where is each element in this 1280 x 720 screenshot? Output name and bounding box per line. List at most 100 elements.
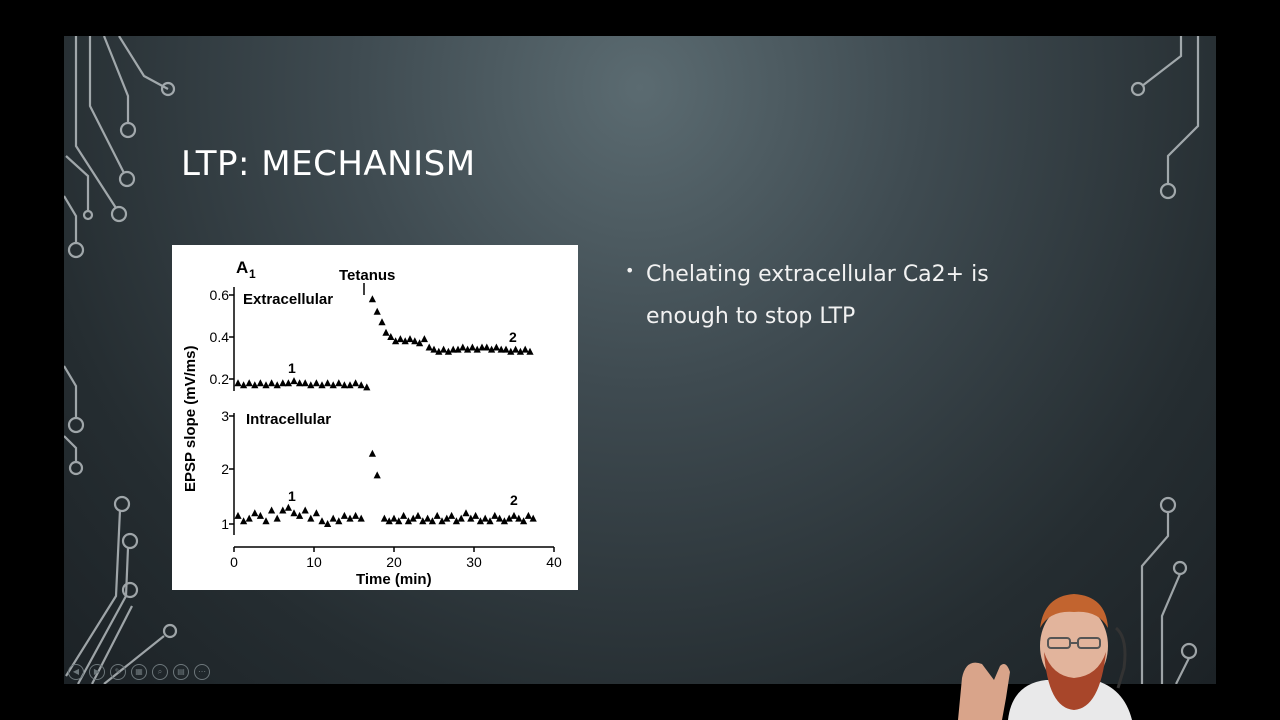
bottom-ytick: 1 bbox=[221, 516, 229, 532]
extracellular-point bbox=[234, 379, 242, 387]
marker-1-extracellular: 1 bbox=[288, 360, 296, 376]
intracellular-point bbox=[438, 517, 446, 525]
pen-icon[interactable]: ✎ bbox=[110, 664, 126, 680]
intracellular-point bbox=[296, 511, 304, 519]
extracellular-point bbox=[378, 318, 386, 326]
slide-title: LTP: MECHANISM bbox=[181, 144, 476, 184]
extracellular-point bbox=[483, 343, 491, 351]
extracellular-point bbox=[430, 345, 438, 353]
top-ytick: 0.6 bbox=[210, 287, 230, 303]
extracellular-point bbox=[290, 377, 298, 385]
extracellular-point bbox=[256, 379, 264, 387]
intracellular-point bbox=[312, 509, 320, 517]
intracellular-point bbox=[467, 514, 475, 522]
extracellular-point bbox=[318, 381, 326, 389]
extracellular-point bbox=[454, 345, 462, 353]
extracellular-point bbox=[262, 381, 270, 389]
intracellular-point bbox=[307, 514, 315, 522]
extracellular-point bbox=[245, 379, 253, 387]
intracellular-point bbox=[419, 517, 427, 525]
bullet-item: • Chelating extracellular Ca2+ is enough… bbox=[622, 254, 1042, 338]
more-options-icon[interactable]: ⋯ bbox=[194, 664, 210, 680]
intracellular-point bbox=[273, 514, 281, 522]
previous-slide-icon[interactable]: ◀ bbox=[68, 664, 84, 680]
marker-2-extracellular: 2 bbox=[509, 329, 517, 345]
intracellular-point bbox=[510, 511, 518, 519]
extracellular-point bbox=[268, 379, 276, 387]
intracellular-point bbox=[404, 517, 412, 525]
circuit-decoration-left bbox=[64, 36, 178, 684]
bullet-text: Chelating extracellular Ca2+ is enough t… bbox=[646, 262, 989, 329]
intracellular-point bbox=[380, 514, 388, 522]
panel-subscript: 1 bbox=[249, 267, 256, 281]
extracellular-point bbox=[251, 381, 259, 389]
intracellular-point bbox=[481, 514, 489, 522]
extracellular-points bbox=[234, 295, 534, 391]
intracellular-point bbox=[368, 449, 376, 457]
extracellular-point bbox=[329, 381, 337, 389]
bullet-dot-icon: • bbox=[625, 261, 635, 280]
tetanus-label: Tetanus bbox=[339, 267, 395, 284]
extracellular-point bbox=[497, 345, 505, 353]
intracellular-point bbox=[428, 517, 436, 525]
intracellular-point bbox=[500, 517, 508, 525]
extracellular-point bbox=[526, 347, 534, 355]
intracellular-point bbox=[256, 511, 264, 519]
intracellular-point bbox=[395, 517, 403, 525]
intracellular-point bbox=[515, 514, 523, 522]
circuit-decoration-right bbox=[1130, 36, 1200, 684]
extracellular-point bbox=[296, 379, 304, 387]
extracellular-point bbox=[502, 345, 510, 353]
extracellular-point bbox=[368, 295, 376, 303]
extracellular-label: Extracellular bbox=[243, 291, 333, 308]
subtitles-icon[interactable]: ▤ bbox=[173, 664, 189, 680]
extracellular-point bbox=[301, 379, 309, 387]
intracellular-point bbox=[284, 503, 292, 511]
extracellular-point bbox=[464, 345, 472, 353]
intracellular-point bbox=[318, 517, 326, 525]
extracellular-point bbox=[512, 345, 520, 353]
intracellular-point bbox=[346, 514, 354, 522]
extracellular-point bbox=[444, 347, 452, 355]
extracellular-point bbox=[492, 343, 500, 351]
extracellular-point bbox=[279, 379, 287, 387]
extracellular-point bbox=[459, 343, 467, 351]
top-ytick: 0.4 bbox=[210, 329, 230, 345]
extracellular-point bbox=[340, 381, 348, 389]
extracellular-point bbox=[488, 345, 496, 353]
intracellular-point bbox=[400, 511, 408, 519]
extracellular-point bbox=[324, 379, 332, 387]
intracellular-point bbox=[424, 514, 432, 522]
xtick: 30 bbox=[466, 554, 482, 570]
intracellular-point bbox=[529, 514, 537, 522]
intracellular-point bbox=[268, 506, 276, 514]
intracellular-point bbox=[443, 514, 451, 522]
intracellular-point bbox=[279, 506, 287, 514]
next-slide-icon[interactable]: ▶ bbox=[89, 664, 105, 680]
intracellular-point bbox=[457, 514, 465, 522]
zoom-icon[interactable]: ⌕ bbox=[152, 664, 168, 680]
extracellular-point bbox=[416, 339, 424, 347]
extracellular-point bbox=[284, 379, 292, 387]
extracellular-point bbox=[357, 381, 365, 389]
intracellular-point bbox=[373, 471, 381, 479]
intracellular-point bbox=[329, 514, 337, 522]
slides-grid-icon[interactable]: ▦ bbox=[131, 664, 147, 680]
intracellular-point bbox=[262, 517, 270, 525]
bottom-ytick: 2 bbox=[221, 461, 229, 477]
intracellular-label: Intracellular bbox=[246, 411, 331, 428]
extracellular-point bbox=[449, 345, 457, 353]
extracellular-point bbox=[420, 335, 428, 343]
intracellular-point bbox=[301, 506, 309, 514]
extracellular-point bbox=[507, 347, 515, 355]
intracellular-point bbox=[505, 514, 513, 522]
intracellular-point bbox=[476, 517, 484, 525]
extracellular-point bbox=[382, 328, 390, 336]
extracellular-point bbox=[346, 381, 354, 389]
ltp-figure: A 1 Tetanus Extracellular Intracellular … bbox=[172, 245, 578, 590]
intracellular-point bbox=[240, 517, 248, 525]
extracellular-point bbox=[273, 381, 281, 389]
intracellular-point bbox=[245, 514, 253, 522]
extracellular-point bbox=[373, 307, 381, 315]
intracellular-point bbox=[335, 517, 343, 525]
